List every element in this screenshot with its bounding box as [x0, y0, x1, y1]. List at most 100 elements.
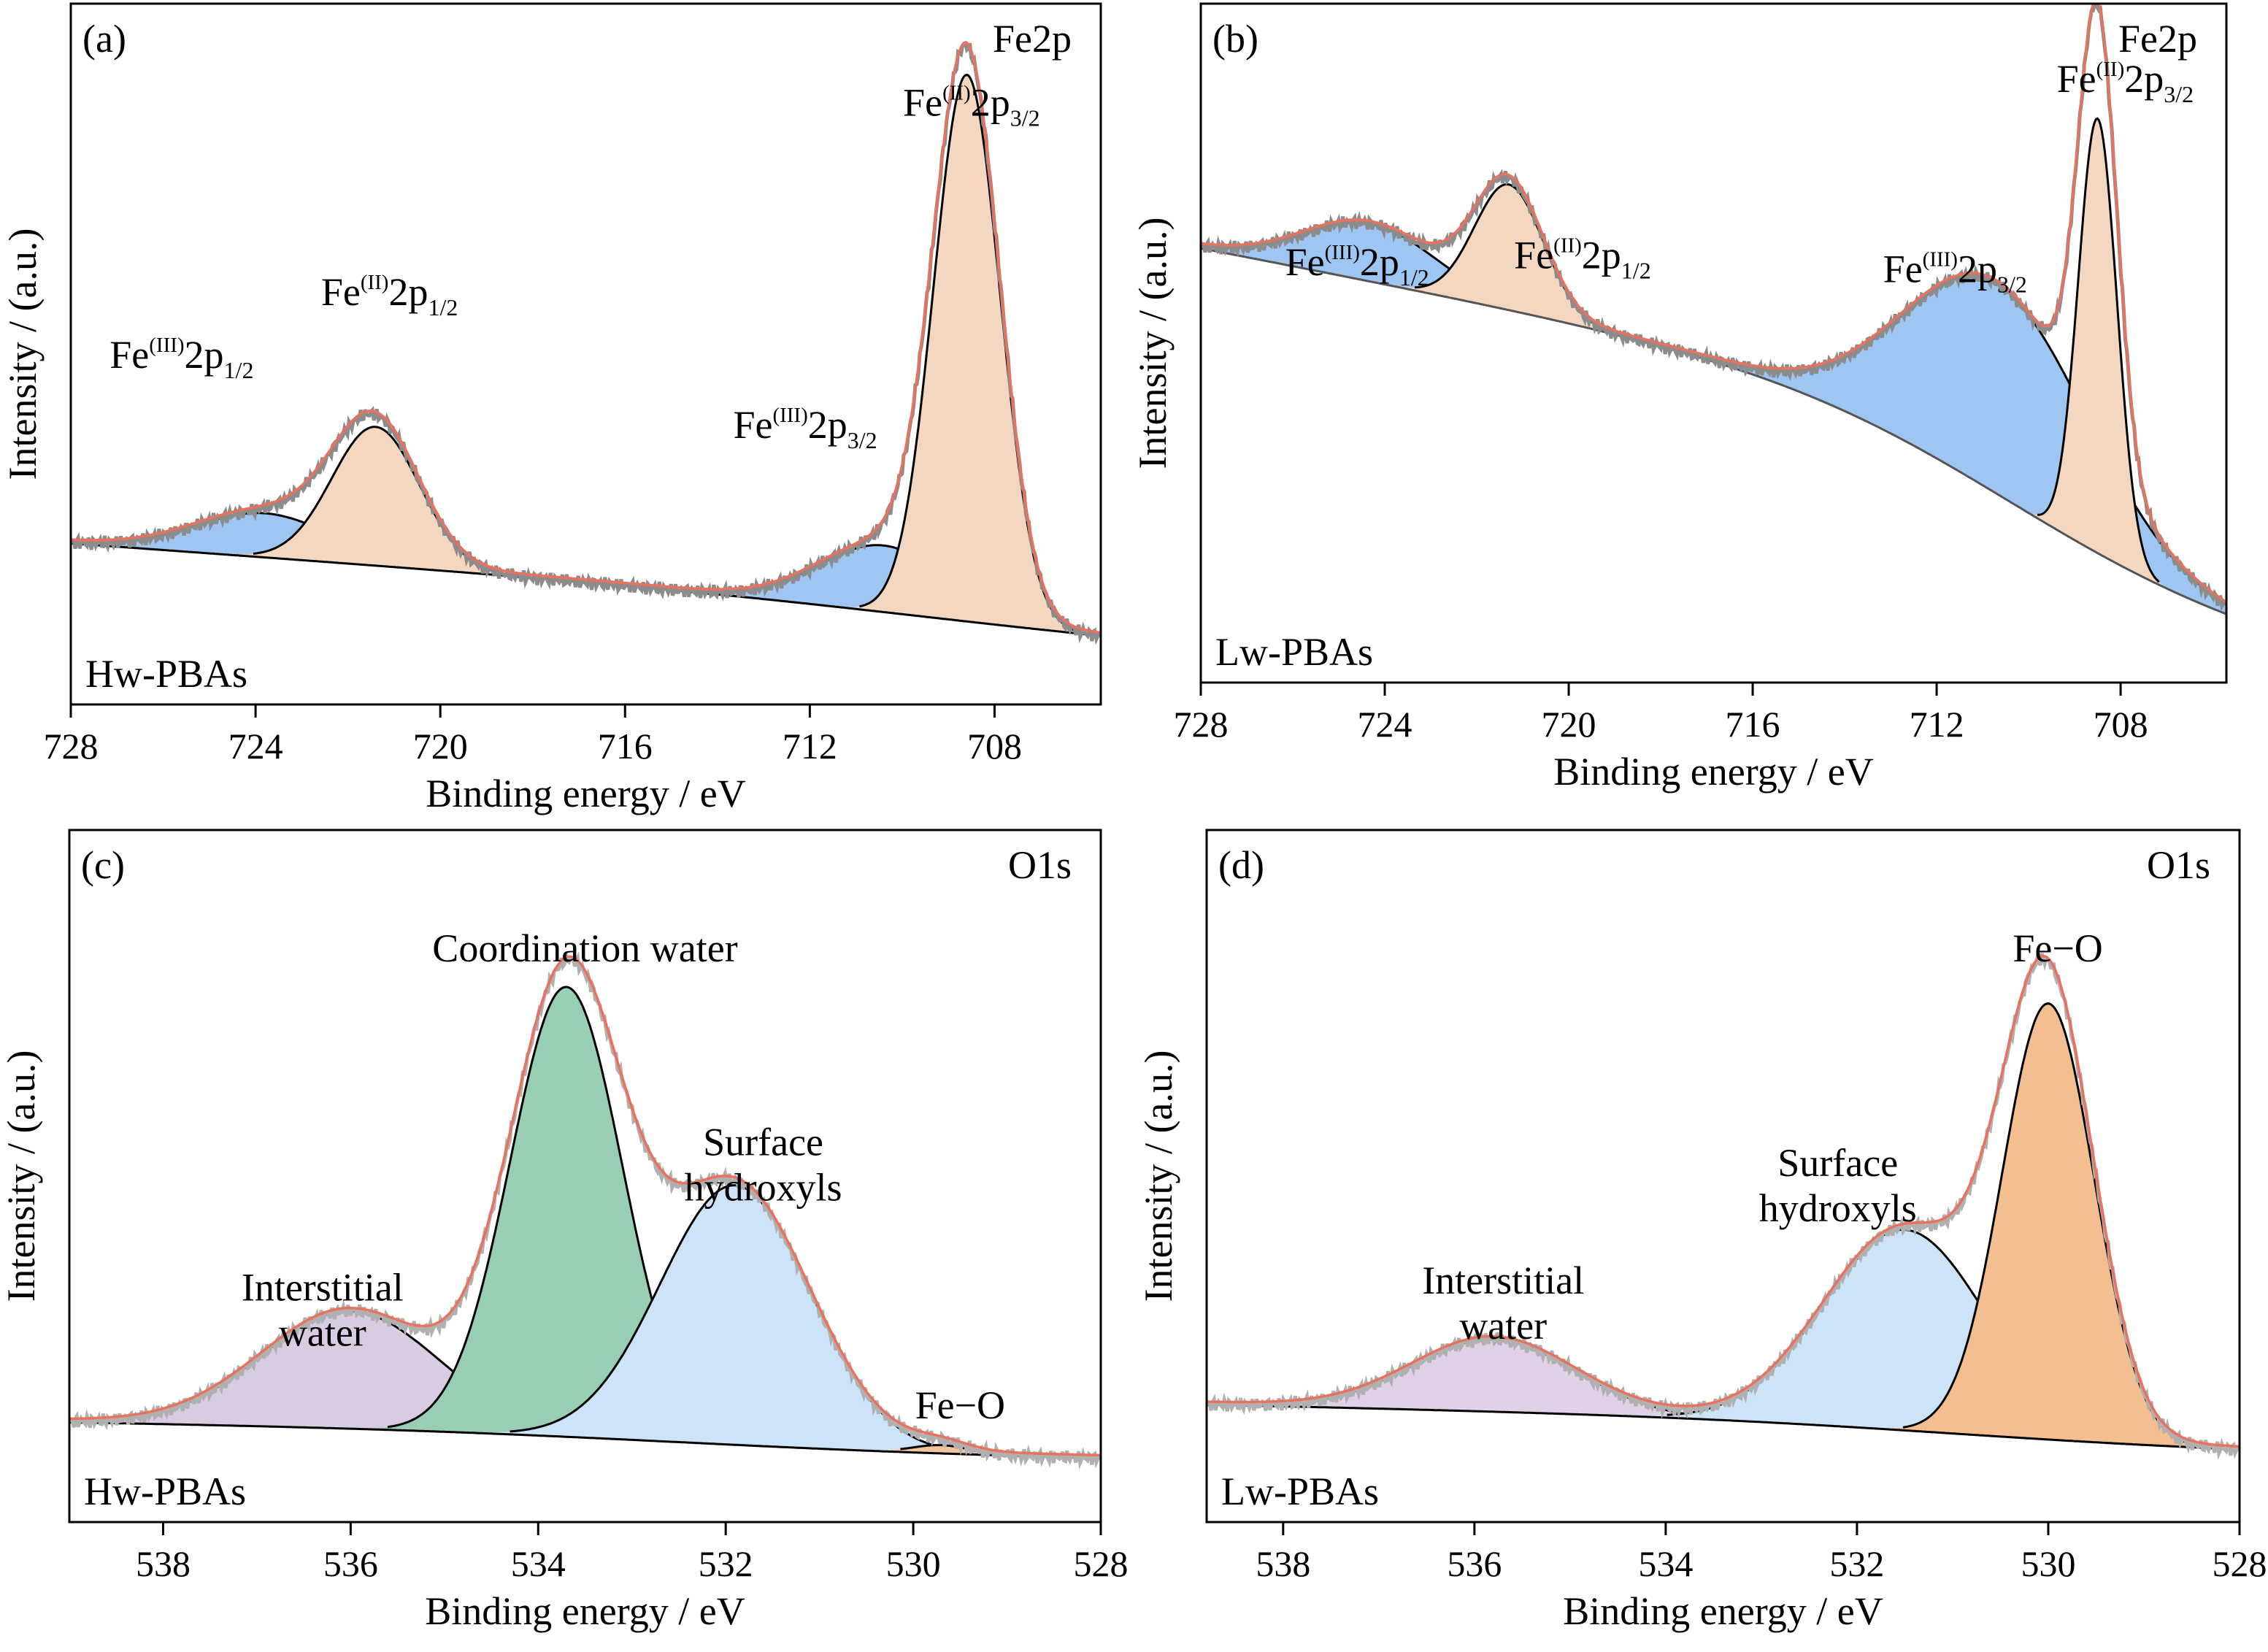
annotation-orbital: 2p: [185, 333, 224, 377]
x-tick-label: 528: [2213, 1543, 2267, 1584]
x-tick-label: 534: [1638, 1543, 1693, 1584]
peak-fill-fe2: [1201, 184, 2226, 615]
peak-annotation: Fe(II)2p3/2: [903, 81, 1040, 131]
x-tick-label: 728: [1174, 704, 1229, 745]
x-tick-label: 534: [511, 1543, 566, 1584]
peak-annotation: Fe(III)2p1/2: [109, 333, 253, 383]
annotation-element: Fe: [1883, 247, 1923, 291]
x-axis-label: Binding energy / eV: [1553, 750, 1873, 794]
peak-annotation-line: Surface: [1777, 1141, 1898, 1185]
panel-label: (c): [81, 843, 125, 887]
annotation-orbital: 2p: [2124, 57, 2164, 101]
fit-envelope-line: [1201, 4, 2226, 604]
x-tick-label: 538: [1256, 1543, 1310, 1584]
plot-frame: [69, 2, 1102, 706]
x-tick-label: 728: [44, 726, 99, 767]
annotation-subshell: 1/2: [224, 357, 254, 383]
peak-annotation: Fe−O: [2013, 926, 2102, 970]
x-tick-label: 712: [783, 726, 837, 767]
x-tick-label: 724: [1358, 704, 1412, 745]
sample-label: Lw-PBAs: [1221, 1469, 1379, 1513]
sample-label: Lw-PBAs: [1215, 630, 1373, 674]
annotation-orbital: 2p: [388, 270, 428, 314]
peak-annotation: Fe(II)2p1/2: [321, 270, 458, 320]
peak-annotation: Fe−O: [915, 1383, 1005, 1427]
peak-fill-fe2: [71, 74, 1101, 636]
peak-annotation-line: Interstitial: [242, 1266, 404, 1310]
annotation-subshell: 3/2: [2164, 81, 2194, 107]
x-tick-label: 724: [228, 726, 283, 767]
x-tick-label: 708: [967, 726, 1022, 767]
raw-data-line: [1201, 4, 2226, 612]
x-axis-label: Binding energy / eV: [425, 1589, 745, 1633]
annotation-subshell: 3/2: [1997, 271, 2027, 297]
y-axis-label: Intensity / (a.u.): [1131, 218, 1175, 469]
annotation-oxidation-state: (II): [361, 271, 389, 294]
panel-title: O1s: [2147, 843, 2210, 887]
x-tick-label: 532: [1829, 1543, 1884, 1584]
raw-data-line: [1207, 950, 2240, 1460]
annotation-element: Fe: [1285, 240, 1325, 284]
x-tick-label: 720: [413, 726, 468, 767]
panel-label: (a): [82, 17, 126, 61]
panel-title: Fe2p: [2118, 17, 2197, 61]
peak-annotation: Coordination water: [432, 926, 737, 970]
annotation-element: Fe: [2057, 57, 2096, 101]
fit-envelope-line: [69, 955, 1101, 1457]
plot-frame: [1205, 829, 2241, 1524]
x-tick-label: 538: [136, 1543, 191, 1584]
panel-label: (d): [1218, 843, 1264, 887]
peak-annotation-line: hydroxyls: [685, 1166, 842, 1210]
x-axis-label: Binding energy / eV: [1563, 1589, 1883, 1633]
annotation-oxidation-state: (III): [772, 404, 807, 427]
annotation-oxidation-state: (II): [2096, 58, 2125, 81]
annotation-element: Fe: [903, 81, 942, 125]
peak-annotation: Fe(II)2p1/2: [1514, 234, 1651, 284]
annotation-orbital: 2p: [1360, 240, 1399, 284]
x-tick-label: 536: [1447, 1543, 1502, 1584]
plot-frame: [68, 829, 1102, 1524]
panel-title: O1s: [1008, 843, 1072, 887]
peak-fill-hydroxyl: [69, 1185, 1101, 1459]
annotation-element: Fe: [1514, 234, 1553, 277]
plot-area: [1201, 4, 2226, 615]
annotation-oxidation-state: (II): [942, 82, 971, 105]
peak-annotation-line: Surface: [703, 1121, 823, 1164]
fit-envelope-line: [1207, 954, 2240, 1448]
x-tick-label: 720: [1542, 704, 1596, 745]
annotation-oxidation-state: (III): [1923, 247, 1958, 271]
x-tick-label: 532: [699, 1543, 753, 1584]
raw-data-line: [69, 951, 1101, 1469]
annotation-oxidation-state: (II): [1553, 234, 1582, 258]
panel-title: Fe2p: [993, 17, 1072, 61]
x-tick-label: 708: [2094, 704, 2148, 745]
peak-annotation-line: hydroxyls: [1759, 1186, 1917, 1230]
plot-area: [1207, 950, 2240, 1460]
x-tick-label: 530: [2021, 1543, 2075, 1584]
x-axis-label: Binding energy / eV: [426, 772, 745, 815]
x-tick-label: 716: [1726, 704, 1780, 745]
baseline-line: [1207, 1403, 2240, 1451]
peak-outline-fe2: [2037, 117, 2160, 583]
peak-annotation: Fe(II)2p3/2: [2057, 57, 2194, 107]
y-axis-label: Intensity / (a.u.): [1137, 1050, 1180, 1302]
panel-d: 538 536 534 532 530 528 Binding energy / eV Int…: [1137, 829, 2267, 1633]
peak-annotation: Fe(III)2p3/2: [1883, 247, 2027, 297]
annotation-subshell: 3/2: [847, 427, 877, 453]
annotation-subshell: 1/2: [1621, 258, 1651, 284]
peak-fill-fe2: [1201, 118, 2226, 615]
annotation-element: Fe: [321, 270, 361, 314]
x-tick-label: 716: [598, 726, 653, 767]
peak-annotation-line: Interstitial: [1422, 1259, 1584, 1302]
annotation-oxidation-state: (III): [1325, 241, 1360, 264]
peak-fill-interstitial: [1207, 1339, 2240, 1450]
annotation-subshell: 3/2: [1010, 105, 1040, 131]
panel-c: 538 536 534 532 530 528 Binding energy / eV Int…: [0, 829, 1129, 1633]
peak-annotation: Fe(III)2p3/2: [733, 403, 877, 453]
annotation-element: Fe: [109, 333, 149, 377]
annotation-orbital: 2p: [1958, 247, 1997, 291]
peak-annotation-line: water: [279, 1311, 366, 1355]
peak-fill-fe3: [1201, 248, 2226, 615]
peak-fill-interstitial: [69, 1310, 1101, 1459]
annotation-subshell: 1/2: [428, 294, 458, 320]
